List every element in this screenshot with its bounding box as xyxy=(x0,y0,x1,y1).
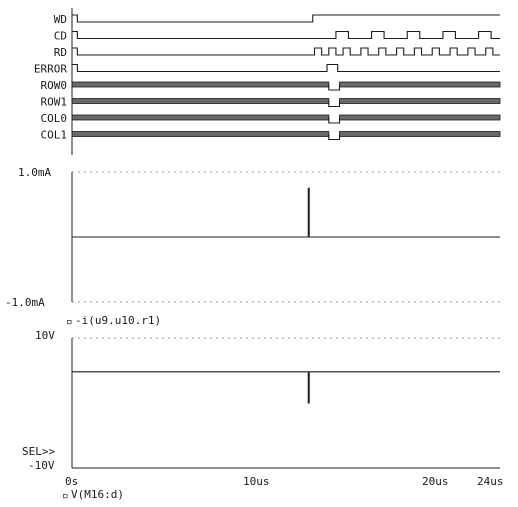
signal-bus-col0-b xyxy=(339,114,501,121)
signal-label-row0: ROW0 xyxy=(41,79,68,92)
signal-bus-col1-b xyxy=(339,131,501,137)
signal-label-col1: COL1 xyxy=(41,129,68,142)
signal-bus-transition-col1 xyxy=(328,134,341,141)
signal-bus-row0-a xyxy=(71,81,330,88)
signal-label-error: ERROR xyxy=(34,63,67,76)
sel-marker[interactable]: SEL>> xyxy=(22,445,55,458)
signal-label-col0: COL0 xyxy=(41,112,68,125)
signal-bus-transition-col0 xyxy=(328,117,341,124)
analog2-ytick-bottom: -10V xyxy=(28,459,55,472)
analog1-ytick-top: 1.0mA xyxy=(18,166,51,179)
signal-bus-transition-row0 xyxy=(328,84,341,91)
trace2-legend: V(M16:d) xyxy=(71,488,124,501)
signal-bus-row1-a xyxy=(71,98,330,104)
signal-wave-error xyxy=(72,63,500,73)
digital-timing-panel: WD CD RD ERROR ROW0 ROW1 COL0 COL1 xyxy=(34,8,501,155)
signal-bus-col0-a xyxy=(71,114,330,121)
xtick-10us: 10us xyxy=(243,475,270,488)
xtick-0s: 0s xyxy=(65,475,78,488)
analog-panel-1: 1.0mA -1.0mA ▫ -i(u9.u10.r1) xyxy=(5,166,500,328)
signal-wave-wd xyxy=(72,14,500,23)
current-trace xyxy=(72,187,500,238)
voltage-trace xyxy=(72,371,500,404)
analog-panel-2: 10V -10V SEL>> 0s 10us 20us 24us ▫ V(M16… xyxy=(22,329,504,502)
signal-label-rd: RD xyxy=(54,46,67,59)
xtick-24us: 24us xyxy=(477,475,504,488)
signal-bus-row1-b xyxy=(339,98,501,104)
signal-bus-row0-b xyxy=(339,81,501,88)
signal-bus-transition-row1 xyxy=(328,101,341,108)
signal-label-row1: ROW1 xyxy=(41,96,68,109)
legend-marker-2: ▫ xyxy=(62,489,69,502)
legend-marker-1: ▫ xyxy=(66,315,73,328)
xtick-20us: 20us xyxy=(422,475,449,488)
analog2-ytick-top: 10V xyxy=(35,329,55,342)
signal-label-cd: CD xyxy=(54,30,67,43)
signal-wave-rd xyxy=(72,47,500,56)
signal-bus-col1-a xyxy=(71,131,330,137)
analog1-ytick-bottom: -1.0mA xyxy=(5,296,45,309)
trace1-legend: -i(u9.u10.r1) xyxy=(75,314,161,327)
signal-label-wd: WD xyxy=(54,13,67,26)
signal-wave-cd xyxy=(72,30,500,40)
